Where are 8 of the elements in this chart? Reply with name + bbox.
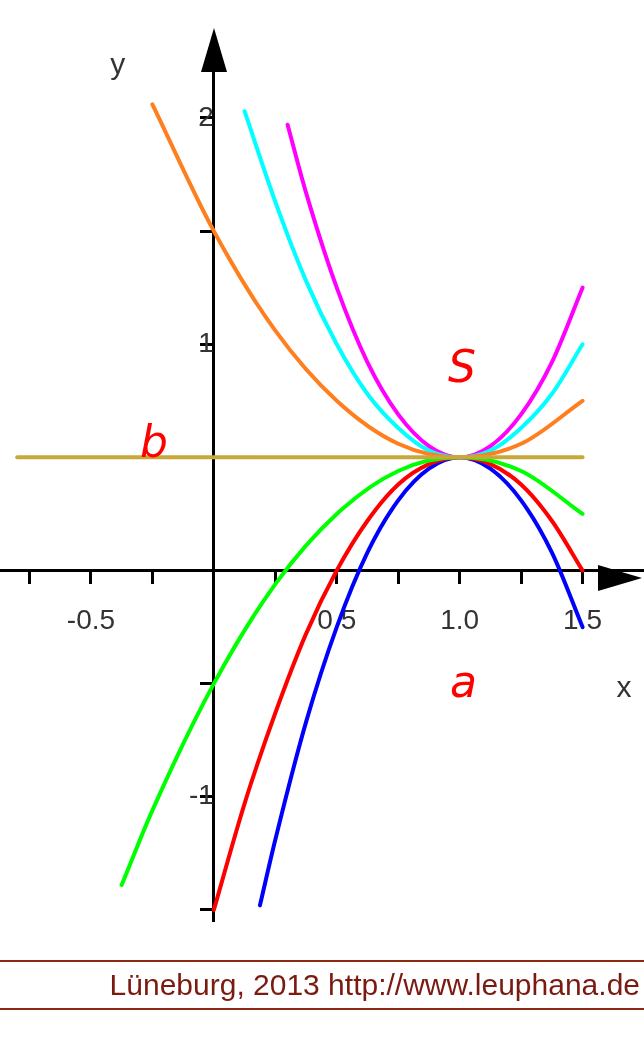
x-tick-label: -0.5 [66, 604, 116, 636]
x-tick-label: 1.0 [440, 604, 480, 636]
y-axis-title: y [110, 47, 126, 81]
annotation: b [140, 416, 168, 467]
annotation: a [450, 656, 477, 707]
annotation: S [448, 341, 476, 392]
text: Lüneburg, 2013 http://www.leuphana.de [0, 960, 644, 1010]
x-axis-title: x [616, 669, 632, 703]
